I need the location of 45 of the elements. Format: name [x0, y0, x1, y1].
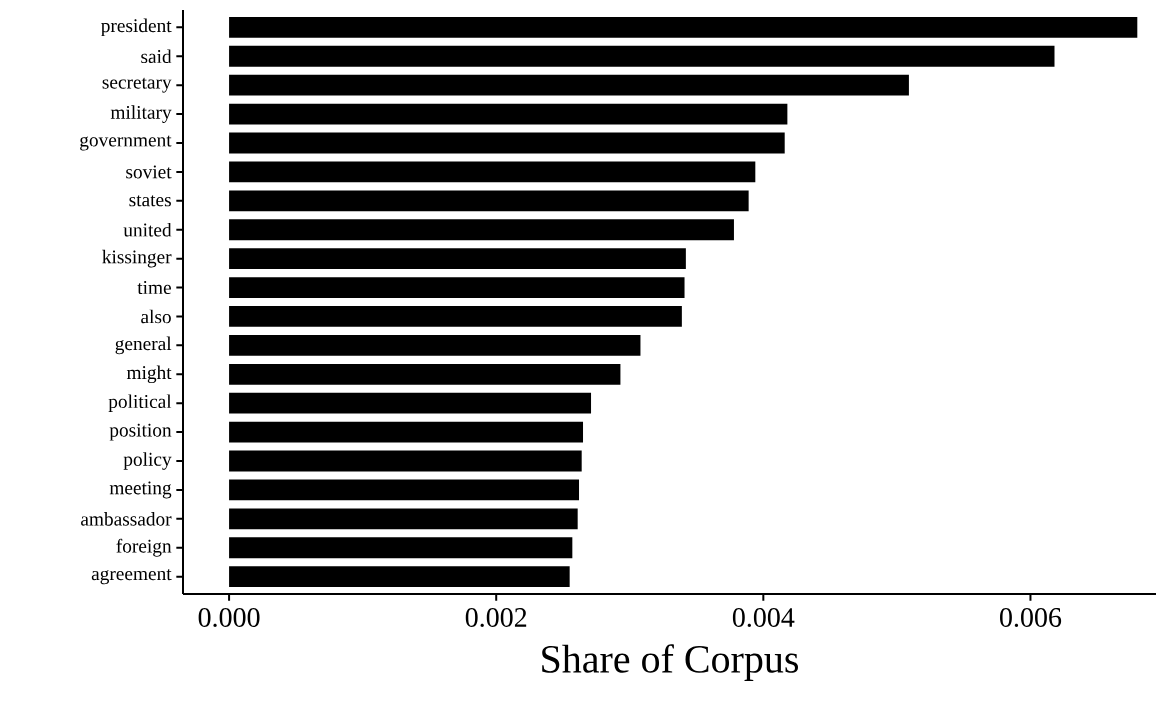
y-tick-label: position — [109, 423, 172, 441]
y-tick-label: policy — [123, 452, 172, 470]
y-tick-label: time — [137, 281, 171, 295]
y-tick-label: kissinger — [102, 249, 172, 268]
bar — [229, 363, 621, 385]
y-tick-label: president — [101, 18, 172, 37]
bar — [229, 306, 682, 327]
x-axis-title: Share of Corpus — [542, 644, 798, 681]
bar — [229, 508, 578, 530]
bar — [229, 334, 641, 356]
bar — [229, 132, 785, 154]
bar — [229, 190, 749, 212]
bar — [229, 16, 1138, 38]
bar — [229, 74, 909, 96]
bar — [229, 537, 573, 559]
bar — [229, 566, 570, 588]
y-tick-label: said — [141, 49, 172, 64]
x-tick-label: 0.002 — [465, 608, 527, 628]
y-tick-label: agreement — [91, 569, 172, 585]
y-tick-label: states — [129, 195, 171, 207]
x-tick-label: 0.004 — [732, 608, 795, 628]
y-tick-label: soviet — [126, 165, 172, 179]
bar — [229, 277, 685, 298]
y-tick-label: might — [126, 365, 172, 384]
y-tick-label: meeting — [109, 481, 172, 499]
y-tick-label: government — [80, 135, 172, 151]
bar — [229, 248, 686, 270]
y-tick-label: also — [141, 309, 171, 324]
bar — [229, 479, 580, 501]
x-tick-label: 0.000 — [198, 608, 260, 628]
y-tick-label: military — [110, 105, 172, 123]
bar — [229, 421, 584, 443]
y-tick-label: foreign — [116, 538, 172, 557]
y-tick-label: ambassador — [81, 512, 172, 526]
bar — [229, 392, 592, 414]
y-tick-label: united — [123, 222, 172, 237]
bar — [229, 103, 788, 125]
bar — [229, 450, 582, 472]
bar — [229, 45, 1055, 67]
x-tick-label: 0.006 — [1000, 608, 1062, 628]
y-tick-label: political — [108, 394, 172, 412]
bar — [229, 161, 756, 183]
bar — [229, 219, 734, 241]
y-tick-label: secretary — [102, 77, 172, 93]
y-tick-label: general — [115, 336, 172, 355]
